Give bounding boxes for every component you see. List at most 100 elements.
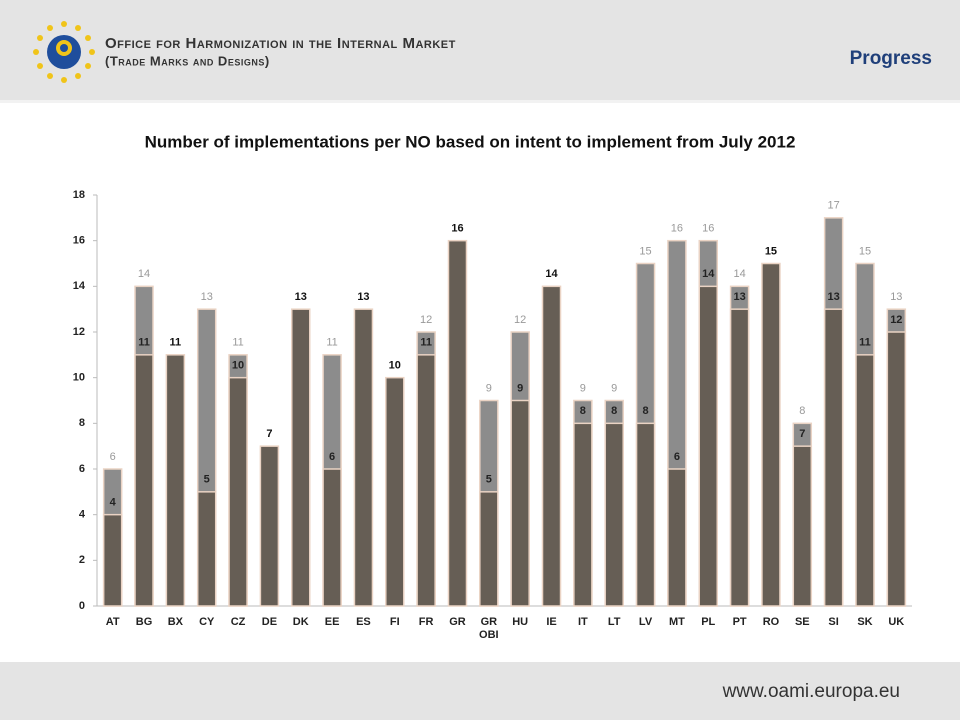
x-tick-label: CY bbox=[199, 616, 215, 628]
x-tick-label: GR bbox=[449, 616, 466, 628]
section-title: Progress bbox=[850, 48, 932, 69]
data-label: 10 bbox=[232, 360, 244, 372]
org-name: Office for Harmonization in the Internal… bbox=[105, 35, 456, 52]
data-label: 11 bbox=[232, 337, 243, 349]
data-label: 7 bbox=[799, 428, 805, 440]
data-label: 14 bbox=[702, 268, 715, 280]
data-label: 12 bbox=[420, 314, 432, 326]
bar bbox=[761, 262, 781, 607]
data-label: 17 bbox=[828, 200, 840, 212]
org-sub: (Trade Marks and Designs) bbox=[105, 53, 270, 68]
y-tick-label: 6 bbox=[79, 463, 85, 475]
x-tick-label: PL bbox=[701, 616, 716, 628]
x-tick-label: BG bbox=[135, 616, 153, 628]
logo bbox=[33, 21, 95, 83]
data-label: 13 bbox=[828, 291, 840, 303]
bar bbox=[134, 354, 154, 607]
bar bbox=[416, 354, 436, 607]
y-tick-label: 18 bbox=[73, 189, 85, 201]
footer-url: www.oami.europa.eu bbox=[722, 681, 900, 702]
x-tick-label: LT bbox=[607, 616, 621, 628]
data-label: 15 bbox=[765, 245, 777, 257]
bar bbox=[479, 491, 499, 607]
data-label: 9 bbox=[486, 382, 492, 394]
bar bbox=[196, 491, 217, 607]
y-tick-label: 12 bbox=[73, 326, 85, 338]
x-tick-label: SK bbox=[857, 616, 873, 628]
data-label: 15 bbox=[639, 245, 651, 257]
data-label: 8 bbox=[611, 405, 617, 417]
data-label: 8 bbox=[580, 405, 586, 417]
data-label: 9 bbox=[517, 382, 523, 394]
bar bbox=[385, 376, 405, 607]
data-label: 16 bbox=[451, 223, 463, 235]
bar bbox=[698, 285, 718, 607]
data-label: 7 bbox=[266, 428, 272, 440]
data-label: 10 bbox=[389, 360, 401, 372]
bar bbox=[604, 422, 624, 607]
data-label: 16 bbox=[671, 223, 683, 235]
bar bbox=[165, 354, 186, 607]
bar bbox=[353, 308, 374, 607]
chart-title: Number of implementations per NO based o… bbox=[145, 132, 796, 151]
data-label: 8 bbox=[642, 405, 648, 417]
x-tick-label: GR OBI bbox=[479, 616, 499, 641]
header-shadow bbox=[0, 100, 960, 103]
bar bbox=[823, 308, 844, 607]
bar bbox=[291, 308, 311, 607]
bar bbox=[228, 376, 248, 607]
x-tick-label: CZ bbox=[230, 616, 246, 628]
bar bbox=[510, 399, 530, 607]
data-label: 11 bbox=[138, 337, 150, 349]
data-label: 11 bbox=[420, 337, 432, 349]
x-tick-label: FR bbox=[418, 616, 434, 628]
x-tick-label: ES bbox=[356, 616, 371, 628]
x-tick-label: BX bbox=[167, 616, 183, 628]
x-tick-label: RO bbox=[762, 616, 780, 628]
data-label: 4 bbox=[110, 497, 117, 509]
x-tick-label: IE bbox=[546, 616, 557, 628]
bar bbox=[322, 468, 342, 607]
data-label: 13 bbox=[357, 291, 369, 303]
data-label: 15 bbox=[859, 245, 871, 257]
x-tick-label: PT bbox=[732, 616, 747, 628]
x-tick-label: FI bbox=[389, 616, 400, 628]
data-label: 16 bbox=[702, 223, 714, 235]
data-label: 14 bbox=[545, 268, 558, 280]
y-tick-label: 16 bbox=[73, 235, 85, 247]
data-label: 11 bbox=[170, 337, 182, 349]
data-label: 13 bbox=[733, 291, 745, 303]
data-label: 8 bbox=[799, 405, 805, 417]
bar bbox=[259, 445, 280, 607]
x-tick-label: AT bbox=[105, 616, 120, 628]
data-label: 14 bbox=[733, 268, 745, 280]
header-band bbox=[0, 0, 960, 100]
x-tick-label: SE bbox=[794, 616, 810, 628]
data-label: 11 bbox=[326, 337, 337, 349]
bar bbox=[855, 354, 875, 607]
data-label: 6 bbox=[329, 451, 335, 463]
x-tick-label: IT bbox=[577, 616, 588, 628]
data-label: 5 bbox=[486, 474, 492, 486]
data-label: 11 bbox=[859, 337, 871, 349]
data-label: 13 bbox=[890, 291, 902, 303]
x-tick-label: DK bbox=[292, 616, 309, 628]
data-label: 13 bbox=[295, 291, 307, 303]
bar bbox=[447, 239, 468, 607]
x-tick-label: MT bbox=[668, 616, 685, 628]
data-label: 12 bbox=[514, 314, 526, 326]
x-tick-label: LV bbox=[638, 616, 653, 628]
data-label: 6 bbox=[110, 451, 116, 463]
data-label: 12 bbox=[890, 314, 902, 326]
bar bbox=[573, 422, 593, 607]
data-label: 9 bbox=[580, 382, 586, 394]
data-label: 9 bbox=[611, 382, 617, 394]
y-tick-label: 8 bbox=[79, 417, 85, 429]
footer-band bbox=[0, 662, 960, 720]
x-tick-label: HU bbox=[512, 616, 529, 628]
data-label: 13 bbox=[201, 291, 213, 303]
data-label: 14 bbox=[138, 268, 150, 280]
bar bbox=[541, 285, 562, 607]
